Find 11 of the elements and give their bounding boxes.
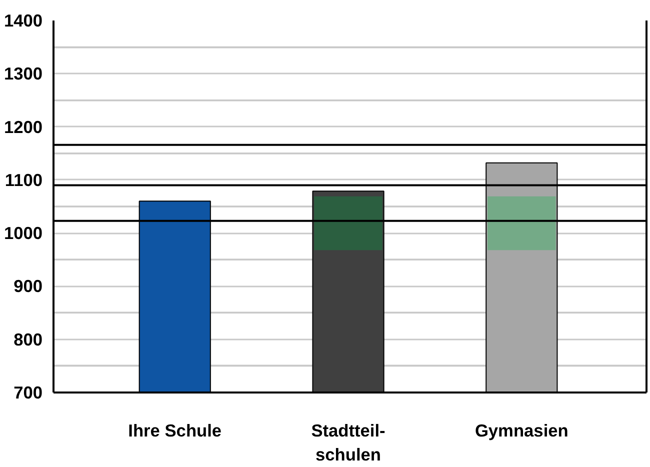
y-tick-label: 900 xyxy=(14,276,43,296)
x-tick-label: Stadtteil- schulen xyxy=(311,420,386,464)
y-tick-label: 1300 xyxy=(4,64,43,84)
y-tick-label: 1400 xyxy=(4,10,43,30)
x-tick-label: Ihre Schule xyxy=(128,420,222,440)
y-tick-label: 1200 xyxy=(4,116,43,137)
y-tick-label: 1100 xyxy=(4,170,42,190)
y-tick-label: 800 xyxy=(14,329,43,350)
y-tick-label: 1000 xyxy=(4,223,43,244)
x-tick-label: Gymnasien xyxy=(474,420,568,440)
y-tick-label: 700 xyxy=(14,382,43,402)
